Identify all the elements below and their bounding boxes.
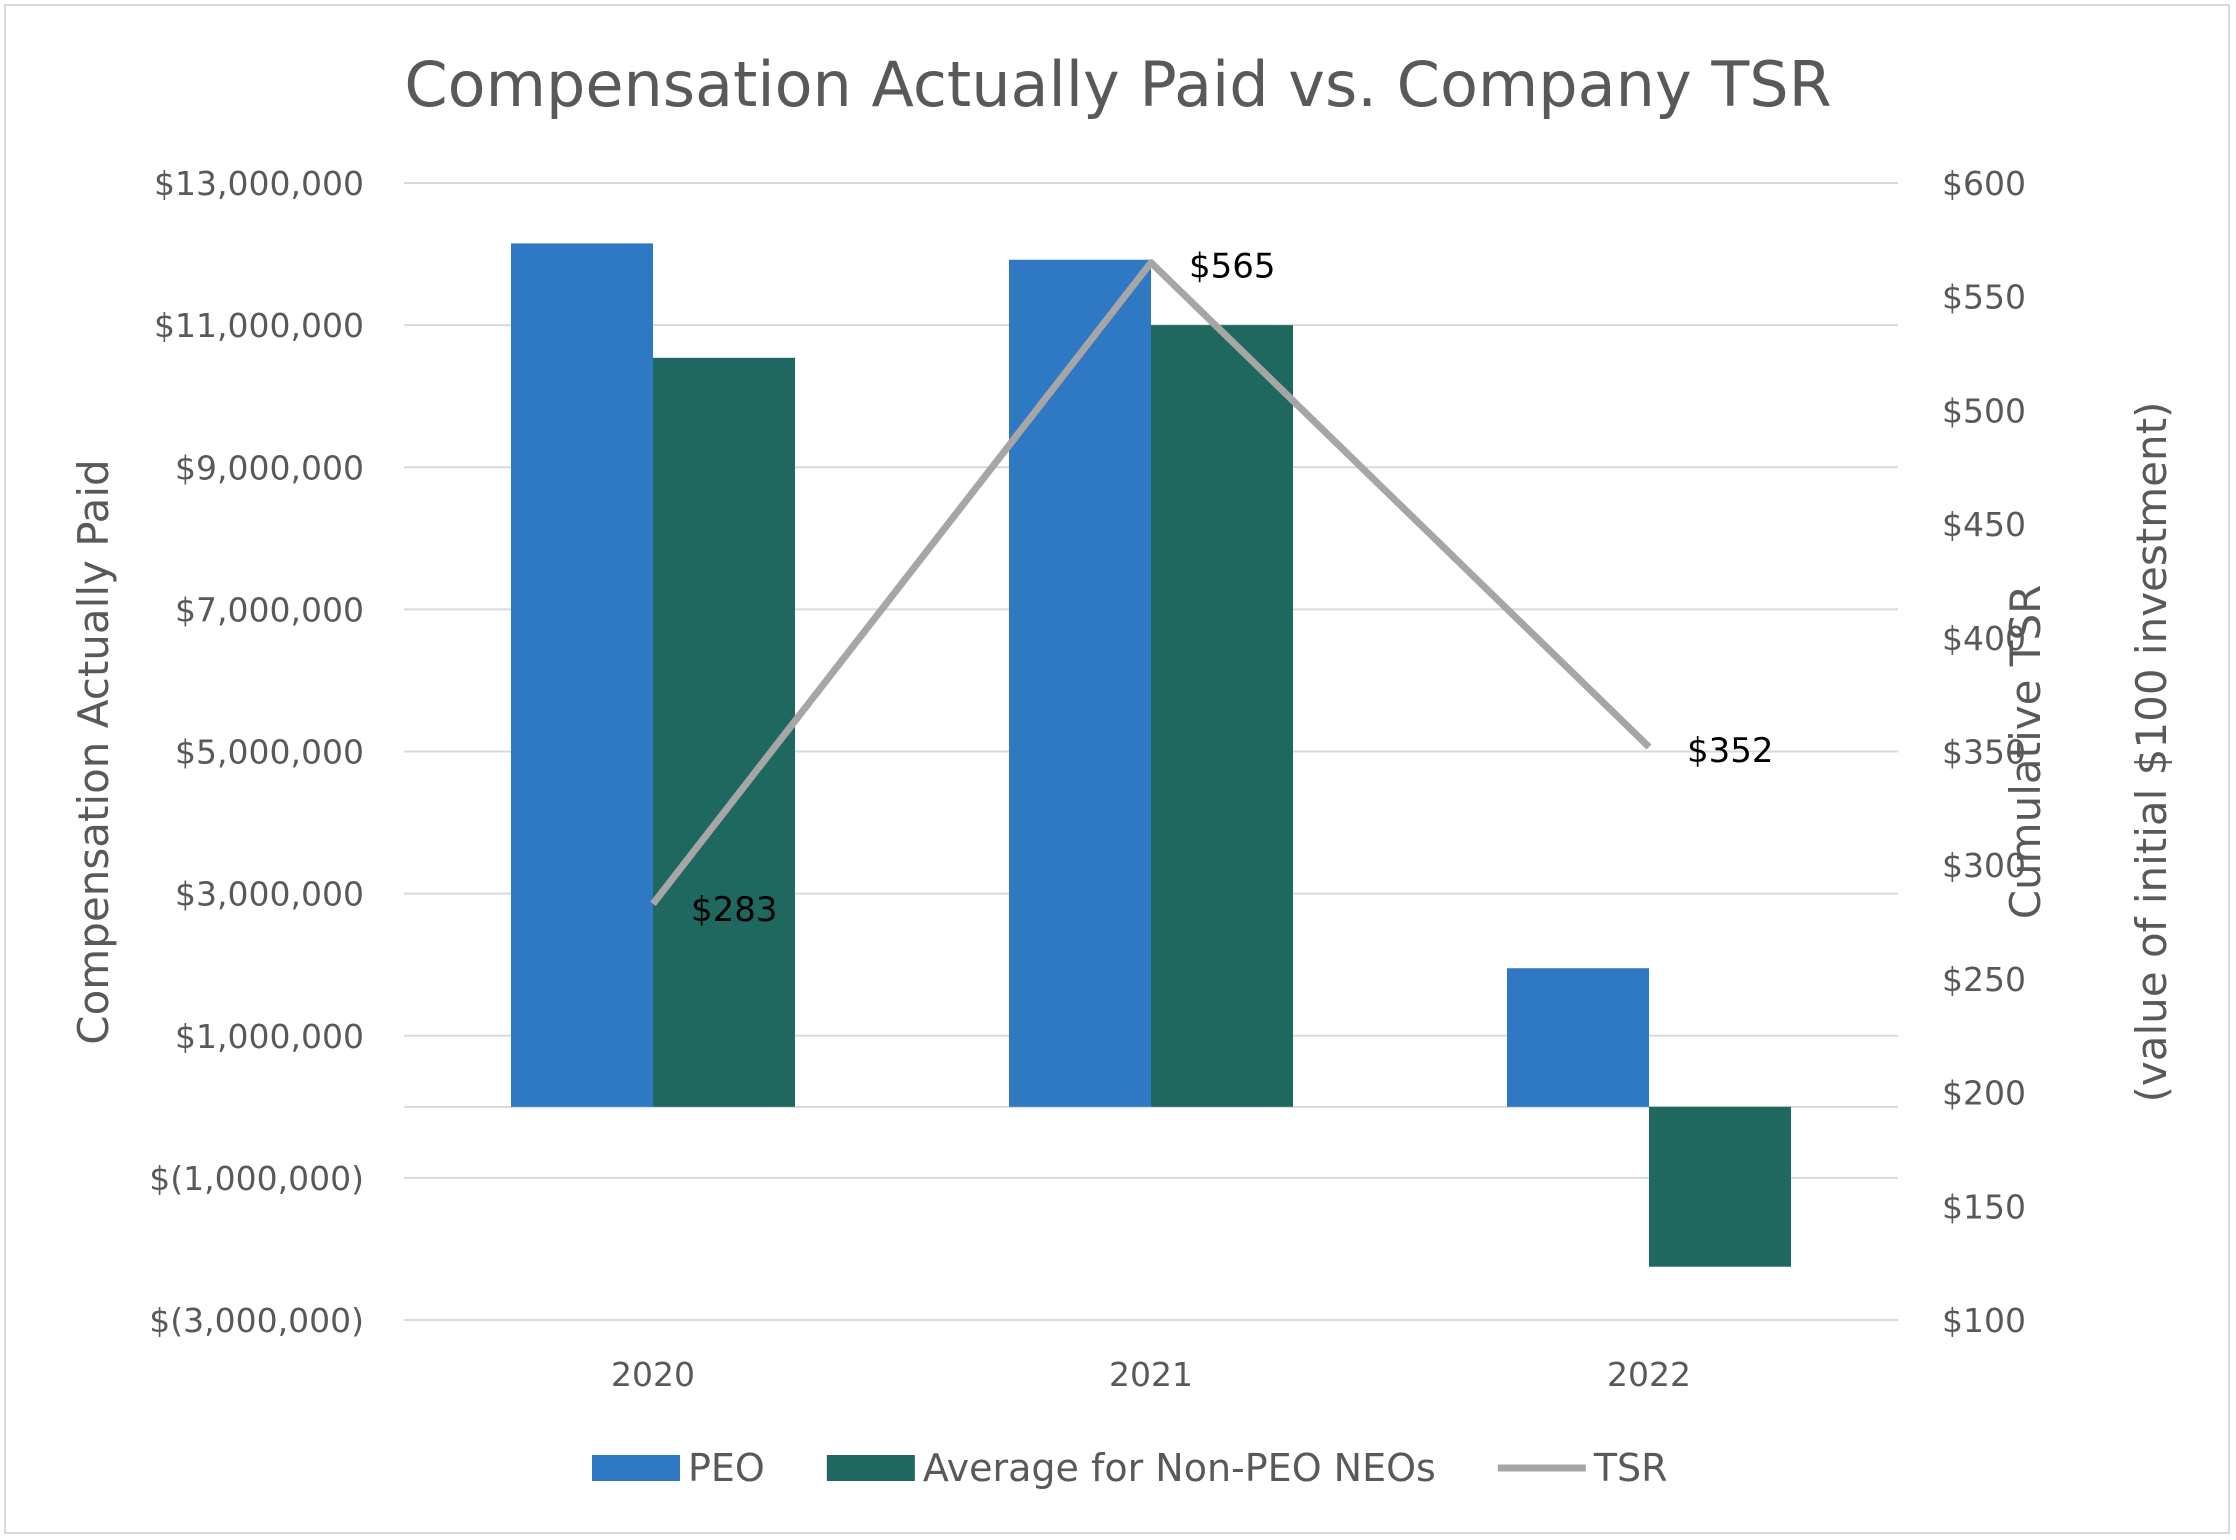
x-axis-ticks: 2020 2021 2022 (611, 1355, 1691, 1394)
right-tick-label: $350 (1942, 733, 2026, 772)
left-axis-ticks: $13,000,000 $11,000,000 $9,000,000 $7,000,0… (149, 164, 364, 1340)
left-tick-label: $11,000,000 (154, 306, 364, 345)
legend-label: PEO (688, 1446, 765, 1490)
right-axis-title-line-2: (value of initial $100 investment) (2127, 402, 2176, 1103)
tsr-data-label: $283 (691, 890, 778, 930)
left-tick-label: $3,000,000 (175, 875, 364, 914)
right-axis-ticks: $600 $550 $500 $450 $400 $350 $300 $250 $200 $150… (1942, 164, 2026, 1340)
left-tick-label: $(3,000,000) (149, 1301, 364, 1340)
right-tick-label: $450 (1942, 505, 2026, 544)
right-axis-title: Cumulative TSR (value of initial $100 in… (2001, 402, 2176, 1103)
bar-peo-2021 (1009, 259, 1151, 1107)
right-tick-label: $500 (1942, 391, 2026, 430)
right-tick-label: $600 (1942, 164, 2026, 203)
legend-swatch (592, 1455, 680, 1481)
bar-peo-2020 (511, 243, 653, 1107)
right-tick-label: $550 (1942, 278, 2026, 317)
legend-swatch (826, 1455, 915, 1481)
x-tick-label: 2022 (1607, 1355, 1691, 1394)
left-tick-label: $9,000,000 (175, 448, 364, 487)
x-tick-label: 2020 (611, 1355, 695, 1394)
right-tick-label: $100 (1942, 1301, 2026, 1340)
bar-average-for-non-peo-neos-2022 (1649, 1106, 1791, 1267)
right-tick-label: $300 (1942, 846, 2026, 885)
bar-average-for-non-peo-neos-2020 (653, 357, 795, 1107)
chart-title: Compensation Actually Paid vs. Company T… (404, 48, 1831, 121)
left-tick-label: $5,000,000 (175, 733, 364, 772)
left-tick-label: $1,000,000 (175, 1017, 364, 1056)
left-tick-label: $13,000,000 (154, 164, 364, 203)
right-tick-label: $150 (1942, 1187, 2026, 1226)
left-tick-label: $7,000,000 (175, 590, 364, 629)
left-axis-title: Compensation Actually Paid (69, 459, 118, 1044)
right-tick-label: $200 (1942, 1074, 2026, 1113)
right-axis-title-line-1: Cumulative TSR (2001, 585, 2050, 920)
left-tick-label: $(1,000,000) (149, 1159, 364, 1198)
tsr-line: $283 $565 $352 (650, 247, 1774, 930)
legend-label: TSR (1593, 1446, 1668, 1490)
tsr-data-label: $565 (1189, 247, 1276, 287)
bars (511, 243, 1791, 1267)
legend-label: Average for Non-PEO NEOs (923, 1446, 1436, 1490)
x-tick-label: 2021 (1109, 1355, 1193, 1394)
tsr-data-label: $352 (1687, 731, 1774, 771)
legend: PEO Average for Non-PEO NEOs TSR (592, 1446, 1668, 1490)
right-tick-label: $250 (1942, 960, 2026, 999)
bar-average-for-non-peo-neos-2021 (1151, 325, 1293, 1107)
bar-peo-2022 (1507, 968, 1649, 1107)
right-tick-label: $400 (1942, 619, 2026, 658)
